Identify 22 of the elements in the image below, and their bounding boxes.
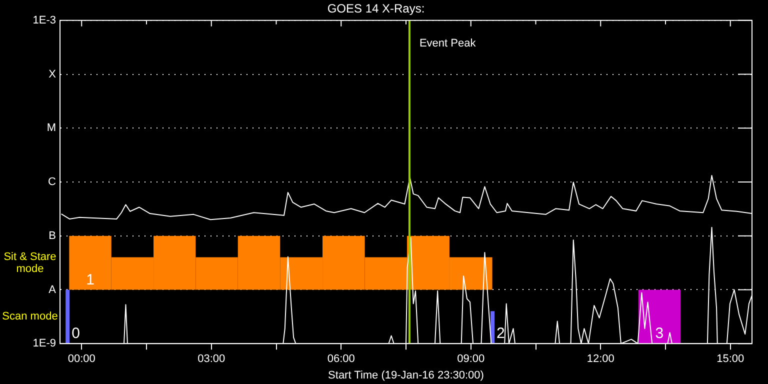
x-axis-title: Start Time (19-Jan-16 23:30:00) [328, 369, 484, 382]
x-tick-label: 09:00 [457, 353, 485, 366]
x-tick-label: 03:00 [198, 353, 226, 366]
text: Sit & Stare mode [4, 250, 56, 275]
annotation: 2 [496, 325, 505, 342]
y-tick-label: X [48, 68, 57, 80]
x-tick-label: 15:00 [716, 353, 744, 366]
text: Scan mode [2, 310, 58, 323]
y-tick-label: C [48, 176, 56, 188]
y-tick-label: B [48, 230, 56, 242]
annotation: 1 [86, 271, 94, 288]
x-tick-label: 12:00 [586, 353, 614, 366]
y-tick-label: A [48, 284, 57, 296]
ref-line-label: Event Peak [419, 37, 476, 50]
chart-title: GOES 14 X-Rays: [327, 2, 425, 16]
x-tick-label: 06:00 [327, 353, 355, 366]
annotation: 0 [72, 325, 80, 342]
y-tick-label: 1E-3 [32, 14, 56, 26]
annotation: 3 [655, 325, 664, 342]
y-tick-label: 1E-9 [32, 338, 56, 350]
y-tick-label: M [46, 122, 56, 134]
x-tick-label: 00:00 [68, 353, 96, 366]
